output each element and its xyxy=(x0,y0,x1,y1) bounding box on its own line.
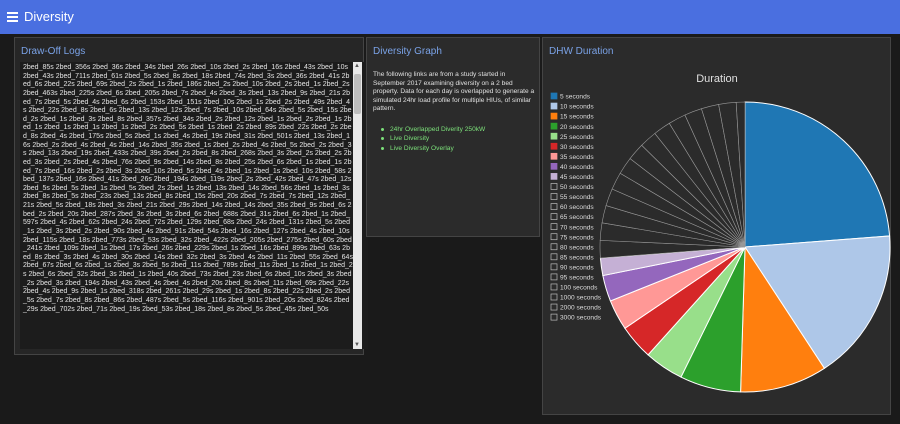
diversity-graph-panel: Diversity Graph The following links are … xyxy=(366,37,540,237)
legend-label[interactable]: 100 seconds xyxy=(560,285,598,292)
legend-swatch[interactable] xyxy=(550,263,558,271)
legend-swatch[interactable] xyxy=(550,92,558,100)
draw-off-logs-title: Draw-Off Logs xyxy=(21,46,86,57)
legend-swatch[interactable] xyxy=(550,112,558,120)
diversity-links-list: 24hr Overlapped Diverity 250kW Live Dive… xyxy=(381,125,485,153)
pie-slice-10-seconds[interactable] xyxy=(744,235,891,370)
legend-label[interactable]: 35 seconds xyxy=(560,154,594,161)
legend-swatch[interactable] xyxy=(550,183,558,190)
legend-label[interactable]: 30 seconds xyxy=(560,144,594,151)
legend-label[interactable]: 5 seconds xyxy=(560,94,591,101)
app-bar: Diversity xyxy=(0,0,900,34)
diversity-description: The following links are from a study sta… xyxy=(373,71,535,113)
diversity-graph-title: Diversity Graph xyxy=(373,46,442,57)
scroll-down-arrow-icon[interactable]: ▼ xyxy=(354,342,360,348)
legend-label[interactable]: 50 seconds xyxy=(560,184,594,191)
legend-swatch[interactable] xyxy=(550,102,558,110)
legend-swatch[interactable] xyxy=(550,273,558,281)
link-live-diversity[interactable]: Live Diversity xyxy=(381,134,485,143)
legend-label[interactable]: 95 seconds xyxy=(560,275,594,282)
legend-swatch[interactable] xyxy=(550,162,558,170)
pie-slice-15-seconds[interactable] xyxy=(740,245,826,393)
legend-swatch[interactable] xyxy=(550,303,558,311)
duration-pie-chart: Duration 5 seconds 10 seconds 15 seconds 20… xyxy=(550,73,891,393)
legend-label[interactable]: 3000 seconds xyxy=(560,315,602,322)
scroll-up-arrow-icon[interactable]: ▲ xyxy=(354,63,360,69)
legend-swatch[interactable] xyxy=(550,293,558,301)
legend-swatch[interactable] xyxy=(550,223,558,230)
legend-swatch[interactable] xyxy=(550,313,558,321)
legend-swatch[interactable] xyxy=(550,122,558,130)
draw-off-logs-text: 2bed_85s 2bed_356s 2bed_36s 2bed_34s 2be… xyxy=(23,64,353,313)
legend-label[interactable]: 2000 seconds xyxy=(560,305,602,312)
bullet-icon xyxy=(381,128,384,131)
legend-swatch[interactable] xyxy=(550,243,558,251)
legend-label[interactable]: 65 seconds xyxy=(560,214,594,221)
legend-label[interactable]: 75 seconds xyxy=(560,234,594,241)
legend-label[interactable]: 45 seconds xyxy=(560,174,594,181)
bullet-icon xyxy=(381,146,384,150)
legend-label[interactable]: 1000 seconds xyxy=(560,295,602,302)
legend-label[interactable]: 20 seconds xyxy=(560,124,594,131)
legend-swatch[interactable] xyxy=(550,193,558,200)
legend-swatch[interactable] xyxy=(550,213,558,220)
link-24hr-overlapped[interactable]: 24hr Overlapped Diverity 250kW xyxy=(381,125,485,134)
legend-swatch[interactable] xyxy=(550,233,558,241)
legend-swatch[interactable] xyxy=(550,132,558,140)
dhw-duration-panel: DHW Duration Duration 5 seconds 10 second… xyxy=(542,37,891,415)
legend-swatch[interactable] xyxy=(550,173,558,180)
legend-label[interactable]: 90 seconds xyxy=(560,264,594,271)
scrollbar-thumb[interactable] xyxy=(354,74,361,114)
legend-swatch[interactable] xyxy=(550,203,558,210)
app-title: Diversity xyxy=(24,9,74,24)
legend-label[interactable]: 85 seconds xyxy=(560,254,594,261)
dhw-duration-title: DHW Duration xyxy=(549,46,614,57)
legend-swatch[interactable] xyxy=(550,152,558,160)
pie-slice-3000-seconds[interactable] xyxy=(735,101,746,248)
legend-swatch[interactable] xyxy=(550,283,558,291)
pie-slice-5-seconds[interactable] xyxy=(744,101,891,248)
logs-scrollbar[interactable]: ▲ ▼ xyxy=(353,62,362,349)
legend-label[interactable]: 25 seconds xyxy=(560,134,594,141)
hamburger-menu-icon[interactable] xyxy=(7,12,18,22)
draw-off-logs-textbox[interactable]: 2bed_85s 2bed_356s 2bed_36s 2bed_34s 2be… xyxy=(20,62,368,349)
legend-label[interactable]: 55 seconds xyxy=(560,194,594,201)
legend-label[interactable]: 10 seconds xyxy=(560,104,594,111)
legend-label[interactable]: 80 seconds xyxy=(560,244,594,251)
legend-swatch[interactable] xyxy=(550,142,558,150)
legend-label[interactable]: 60 seconds xyxy=(560,204,594,211)
legend-label[interactable]: 70 seconds xyxy=(560,224,594,231)
chart-title: Duration xyxy=(696,73,738,85)
draw-off-logs-panel: Draw-Off Logs 2bed_85s 2bed_356s 2bed_36… xyxy=(14,37,368,355)
legend-label[interactable]: 40 seconds xyxy=(560,164,594,171)
legend-label[interactable]: 15 seconds xyxy=(560,114,594,121)
bullet-icon xyxy=(381,137,384,141)
link-live-diversity-overlay[interactable]: Live Diversity Overlay xyxy=(381,144,485,153)
legend-swatch[interactable] xyxy=(550,253,558,261)
